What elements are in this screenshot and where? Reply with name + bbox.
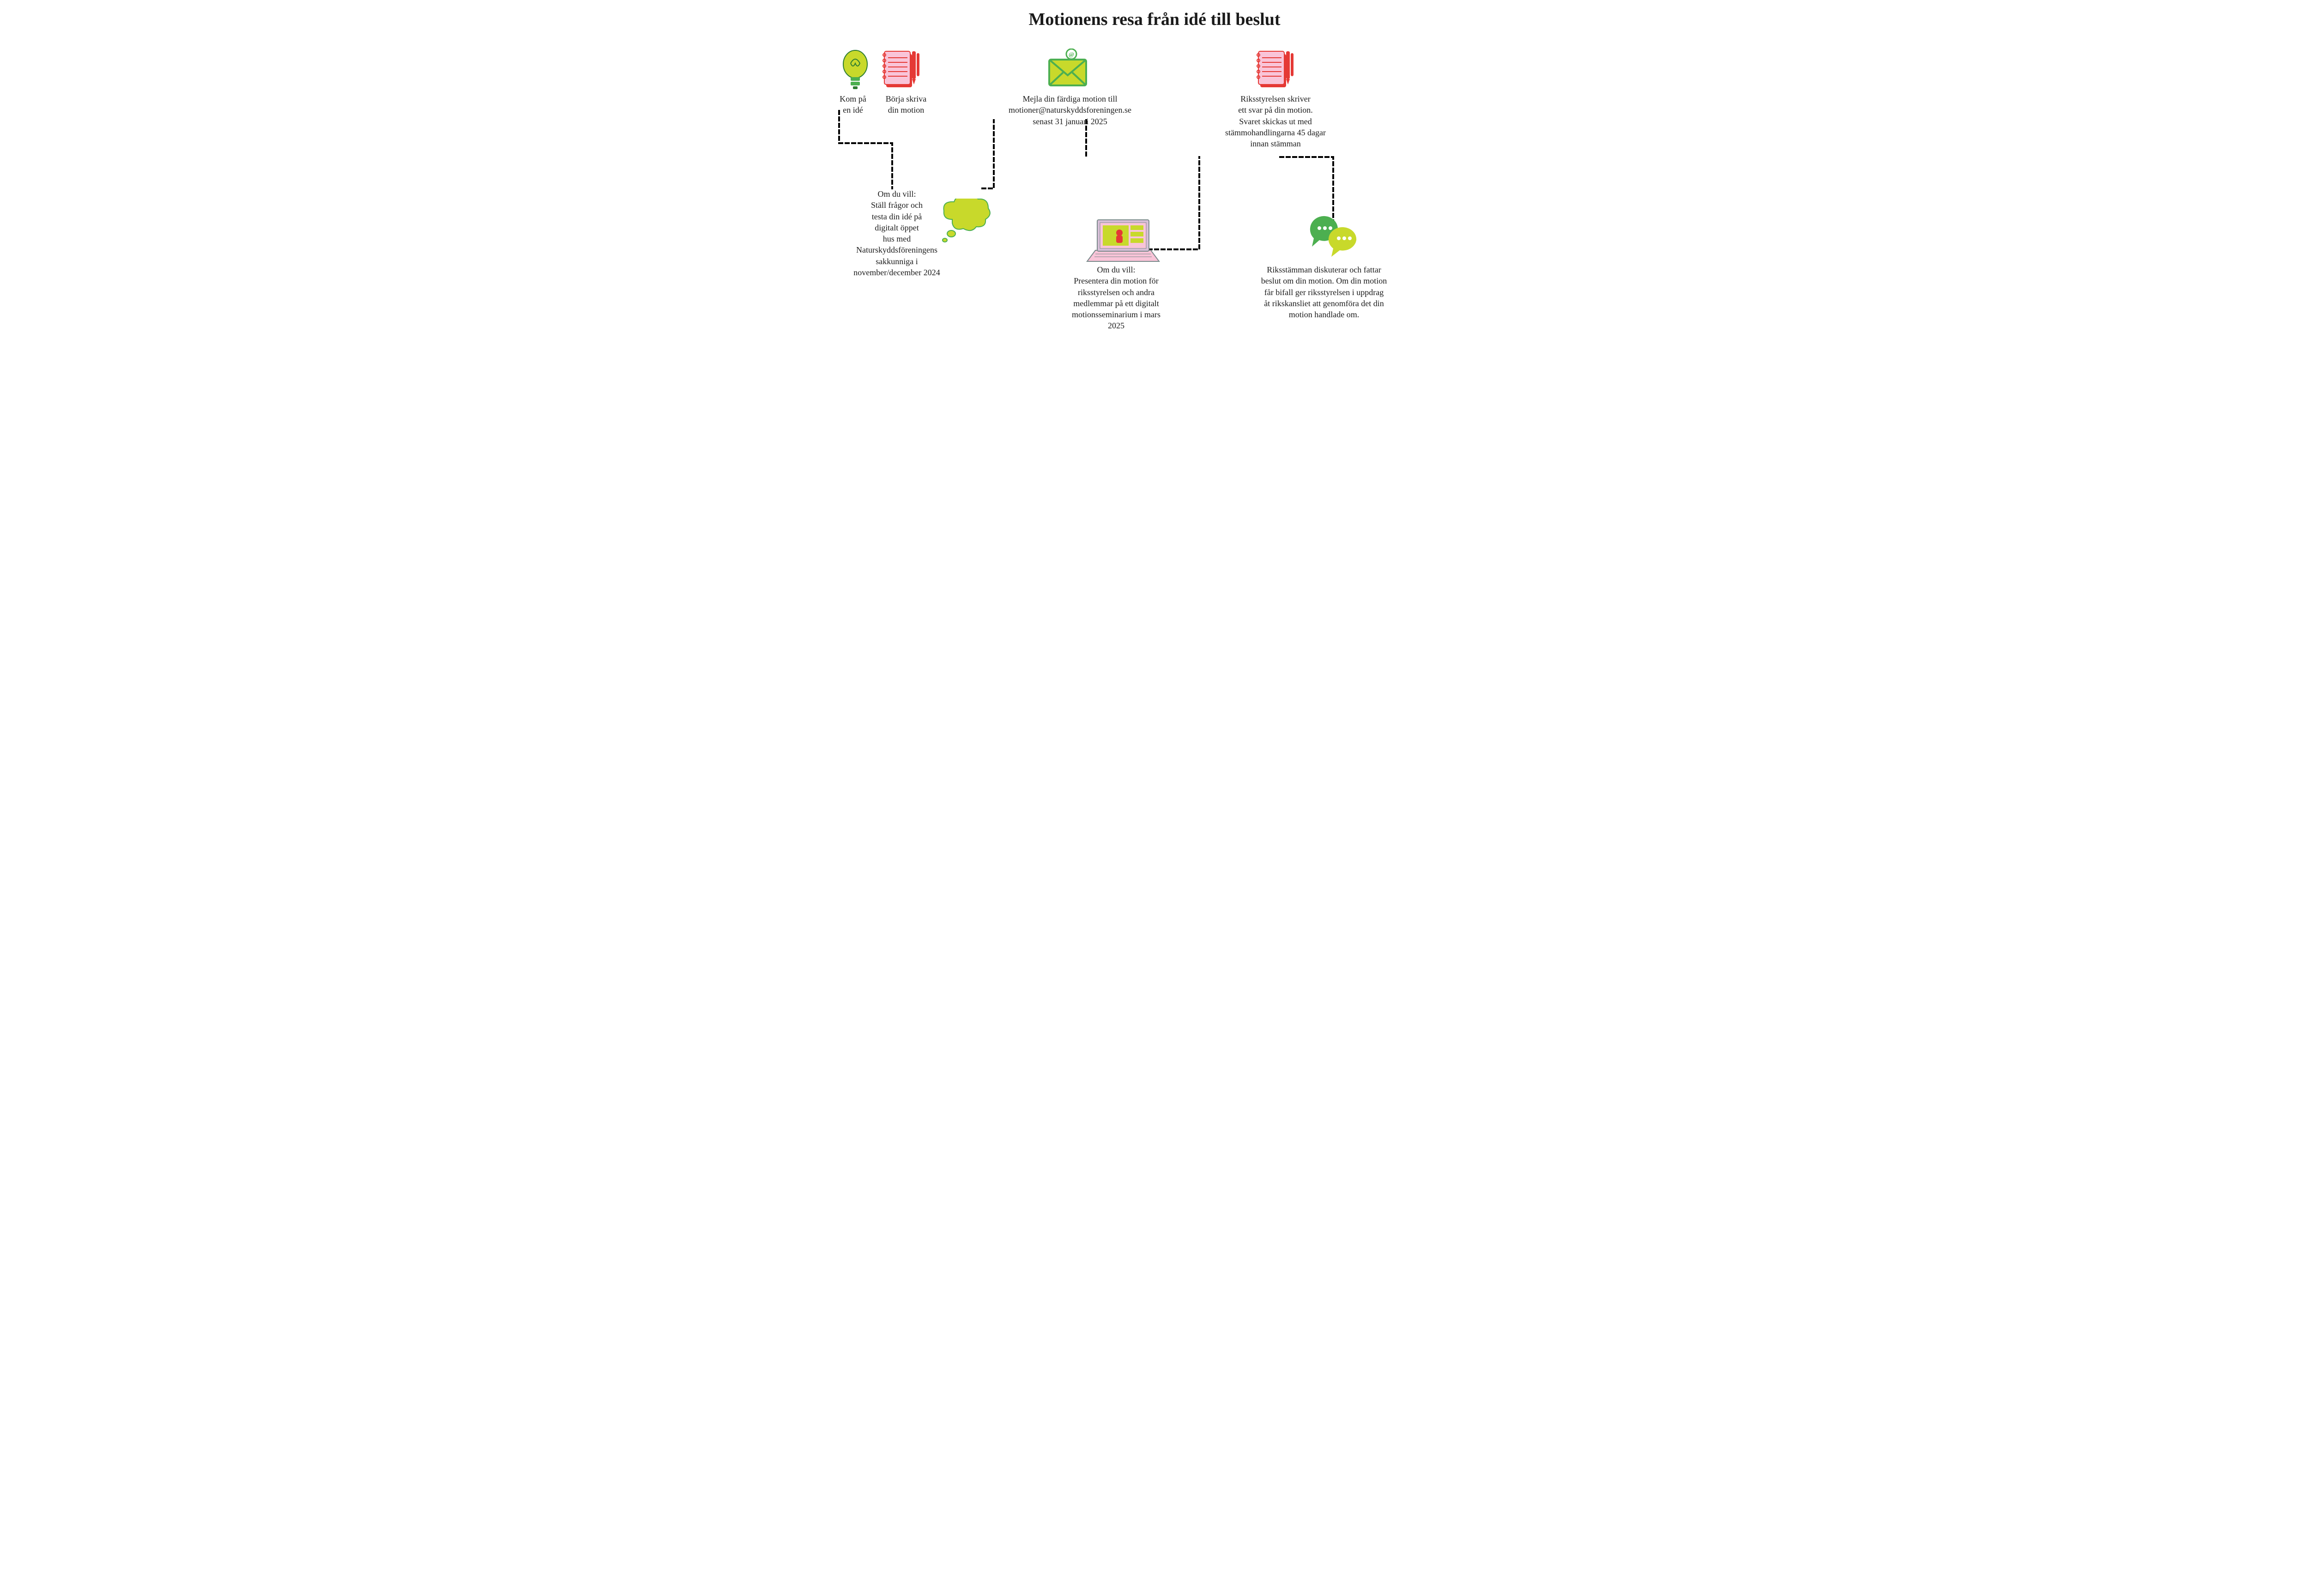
laptop-icon (1086, 217, 1160, 263)
step-seminar: Om du vill:Presentera din motion förriks… (1045, 264, 1188, 332)
svg-text:@: @ (1069, 51, 1074, 58)
notepad-icon (1255, 48, 1296, 90)
step-openhouse: Om du vill:Ställ frågor ochtesta din idé… (832, 188, 961, 278)
step-decision: Riksstämman diskuterar och fattarbeslut … (1236, 264, 1412, 320)
step-write: Börja skrivadin motion (876, 93, 936, 116)
infographic-canvas: Motionens resa från idé till beslut (800, 0, 1509, 355)
lightbulb-icon (839, 48, 871, 90)
step-board-reply: Riksstyrelsen skriverett svar på din mot… (1202, 93, 1349, 149)
step-idea: Kom påen idé (828, 93, 878, 116)
notepad-icon (881, 48, 922, 90)
speech-bubbles-icon (1306, 212, 1361, 259)
step-email: Mejla din färdiga motion tillmotioner@na… (985, 93, 1155, 127)
page-title: Motionens resa från idé till beslut (800, 9, 1509, 30)
envelope-icon: @ (1045, 48, 1091, 90)
